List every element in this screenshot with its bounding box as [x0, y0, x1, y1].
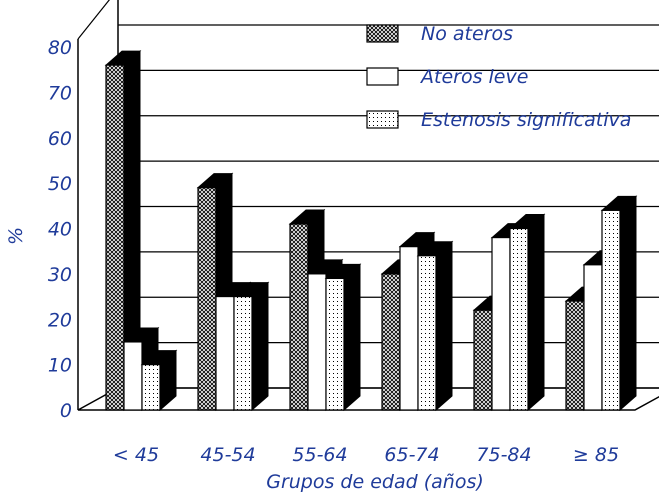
y-tick-label: 30 [48, 264, 72, 286]
bar [416, 240, 454, 412]
y-tick-label: 80 [48, 37, 72, 59]
legend-label: Estenosis significativa [421, 109, 631, 131]
bar-front [473, 309, 493, 411]
bar-front [583, 264, 603, 411]
bar-front [325, 277, 345, 411]
y-tick-label: 60 [48, 128, 72, 150]
y-tick-label: 50 [48, 173, 72, 195]
x-tick-label: 65-74 [384, 444, 439, 466]
bar-front [491, 236, 511, 411]
bar-side [343, 263, 361, 412]
bar-front [197, 187, 217, 411]
left-wall-top [77, 0, 110, 40]
bar-front [509, 227, 529, 411]
y-tick-label: 70 [48, 82, 72, 104]
y-tick-labels: 0 10 20 30 40 50 60 70 80 [48, 37, 72, 422]
bar-front [215, 295, 235, 411]
bar-front [417, 255, 437, 411]
bar-front [105, 64, 125, 411]
bar-front [123, 341, 143, 411]
x-tick-label: < 45 [113, 444, 159, 466]
legend-label: No ateros [421, 23, 513, 45]
x-axis-label: Grupos de edad (años) [266, 471, 484, 493]
bar [324, 263, 362, 412]
bar-front [289, 223, 309, 411]
x-tick-label: 75-84 [476, 444, 531, 466]
legend-swatch [366, 24, 399, 43]
bar [104, 50, 142, 412]
bar-side [251, 281, 269, 412]
y-tick-label: 10 [48, 355, 72, 377]
y-tick-label: 0 [60, 400, 72, 422]
x-tick-label: 45-54 [200, 444, 255, 466]
y-tick-label: 40 [48, 219, 72, 241]
bar [232, 281, 270, 412]
bar-front [601, 209, 621, 411]
x-tick-labels: < 45 45-54 55-64 65-74 75-84 ≥ 85 [113, 444, 619, 466]
bar-front [399, 246, 419, 411]
bar-side [527, 213, 545, 412]
legend: No ateros Ateros leve Estenosis significat… [366, 23, 631, 131]
bar [600, 195, 638, 412]
x-tick-label: ≥ 85 [573, 444, 619, 466]
bar-front [381, 273, 401, 411]
bar-side [435, 240, 453, 412]
bar-side [619, 195, 637, 412]
bar-front [141, 364, 161, 411]
y-axis-label: % [5, 227, 27, 245]
bar [140, 349, 178, 412]
legend-swatch [366, 67, 399, 86]
legend-swatch [366, 110, 399, 129]
bar-front [565, 300, 585, 411]
legend-label: Ateros leve [419, 66, 528, 88]
bar-front [233, 295, 253, 411]
y-tick-label: 20 [48, 309, 72, 331]
x-tick-label: 55-64 [292, 444, 347, 466]
bars [104, 50, 638, 412]
bar-front [307, 273, 327, 411]
bar [508, 213, 546, 412]
